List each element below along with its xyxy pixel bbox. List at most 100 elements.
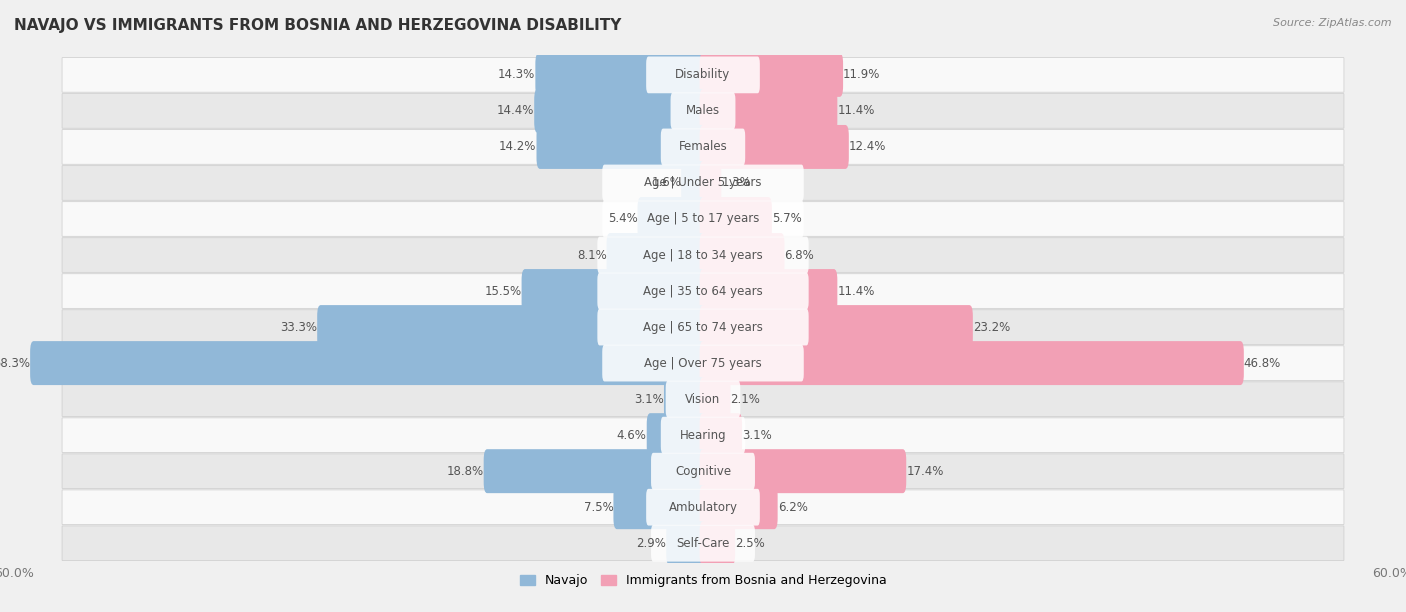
FancyBboxPatch shape (318, 305, 706, 349)
FancyBboxPatch shape (602, 345, 804, 381)
FancyBboxPatch shape (62, 94, 1344, 128)
Text: 33.3%: 33.3% (280, 321, 318, 334)
FancyBboxPatch shape (62, 274, 1344, 308)
FancyBboxPatch shape (700, 485, 778, 529)
FancyBboxPatch shape (700, 89, 838, 133)
FancyBboxPatch shape (666, 521, 706, 565)
Text: Hearing: Hearing (679, 428, 727, 442)
Text: 14.2%: 14.2% (499, 140, 537, 154)
FancyBboxPatch shape (534, 89, 706, 133)
FancyBboxPatch shape (602, 201, 804, 237)
FancyBboxPatch shape (681, 161, 706, 205)
Text: 4.6%: 4.6% (617, 428, 647, 442)
Text: 14.3%: 14.3% (498, 69, 536, 81)
Text: Age | Over 75 years: Age | Over 75 years (644, 357, 762, 370)
FancyBboxPatch shape (664, 377, 706, 421)
FancyBboxPatch shape (700, 233, 785, 277)
FancyBboxPatch shape (700, 161, 721, 205)
Text: 2.5%: 2.5% (735, 537, 765, 550)
FancyBboxPatch shape (700, 125, 849, 169)
FancyBboxPatch shape (537, 125, 706, 169)
FancyBboxPatch shape (700, 269, 838, 313)
Text: 7.5%: 7.5% (583, 501, 613, 513)
FancyBboxPatch shape (522, 269, 706, 313)
FancyBboxPatch shape (598, 237, 808, 274)
FancyBboxPatch shape (661, 417, 745, 453)
FancyBboxPatch shape (62, 490, 1344, 524)
FancyBboxPatch shape (700, 53, 844, 97)
Text: 2.9%: 2.9% (637, 537, 666, 550)
Text: Females: Females (679, 140, 727, 154)
FancyBboxPatch shape (62, 237, 1344, 272)
FancyBboxPatch shape (651, 453, 755, 490)
FancyBboxPatch shape (62, 130, 1344, 164)
Text: 17.4%: 17.4% (907, 465, 943, 478)
Text: 2.1%: 2.1% (731, 393, 761, 406)
FancyBboxPatch shape (62, 58, 1344, 92)
FancyBboxPatch shape (661, 129, 745, 165)
FancyBboxPatch shape (602, 165, 804, 201)
Text: 15.5%: 15.5% (485, 285, 522, 297)
Text: 6.8%: 6.8% (785, 248, 814, 261)
FancyBboxPatch shape (651, 525, 755, 562)
Text: 5.4%: 5.4% (607, 212, 637, 225)
Text: 5.7%: 5.7% (772, 212, 801, 225)
Text: 3.1%: 3.1% (634, 393, 664, 406)
Text: Disability: Disability (675, 69, 731, 81)
FancyBboxPatch shape (598, 308, 808, 345)
FancyBboxPatch shape (700, 305, 973, 349)
Text: 1.3%: 1.3% (721, 176, 751, 190)
FancyBboxPatch shape (700, 377, 731, 421)
FancyBboxPatch shape (62, 346, 1344, 381)
FancyBboxPatch shape (700, 449, 907, 493)
FancyBboxPatch shape (536, 53, 706, 97)
FancyBboxPatch shape (700, 521, 735, 565)
FancyBboxPatch shape (62, 382, 1344, 416)
Text: Ambulatory: Ambulatory (668, 501, 738, 513)
Text: 8.1%: 8.1% (576, 248, 606, 261)
Text: 46.8%: 46.8% (1244, 357, 1281, 370)
Text: Age | Under 5 years: Age | Under 5 years (644, 176, 762, 190)
Text: 3.1%: 3.1% (742, 428, 772, 442)
FancyBboxPatch shape (62, 310, 1344, 345)
FancyBboxPatch shape (665, 381, 741, 417)
FancyBboxPatch shape (62, 526, 1344, 561)
Text: 14.4%: 14.4% (496, 105, 534, 118)
FancyBboxPatch shape (62, 166, 1344, 200)
Text: Age | 5 to 17 years: Age | 5 to 17 years (647, 212, 759, 225)
FancyBboxPatch shape (62, 454, 1344, 488)
Text: Source: ZipAtlas.com: Source: ZipAtlas.com (1274, 18, 1392, 28)
FancyBboxPatch shape (647, 56, 759, 93)
Text: 58.3%: 58.3% (0, 357, 30, 370)
Text: 6.2%: 6.2% (778, 501, 807, 513)
FancyBboxPatch shape (637, 197, 706, 241)
Text: 12.4%: 12.4% (849, 140, 886, 154)
FancyBboxPatch shape (606, 233, 706, 277)
Text: 11.4%: 11.4% (838, 105, 875, 118)
Text: 11.4%: 11.4% (838, 285, 875, 297)
Text: Males: Males (686, 105, 720, 118)
FancyBboxPatch shape (700, 413, 742, 457)
Text: 1.6%: 1.6% (651, 176, 681, 190)
FancyBboxPatch shape (700, 341, 1244, 385)
Text: 23.2%: 23.2% (973, 321, 1010, 334)
Text: Vision: Vision (685, 393, 721, 406)
Text: Age | 65 to 74 years: Age | 65 to 74 years (643, 321, 763, 334)
FancyBboxPatch shape (484, 449, 706, 493)
Text: Age | 18 to 34 years: Age | 18 to 34 years (643, 248, 763, 261)
Legend: Navajo, Immigrants from Bosnia and Herzegovina: Navajo, Immigrants from Bosnia and Herze… (515, 569, 891, 592)
FancyBboxPatch shape (62, 418, 1344, 452)
FancyBboxPatch shape (647, 489, 759, 526)
Text: Cognitive: Cognitive (675, 465, 731, 478)
FancyBboxPatch shape (30, 341, 706, 385)
FancyBboxPatch shape (62, 202, 1344, 236)
Text: Self-Care: Self-Care (676, 537, 730, 550)
FancyBboxPatch shape (671, 92, 735, 129)
Text: NAVAJO VS IMMIGRANTS FROM BOSNIA AND HERZEGOVINA DISABILITY: NAVAJO VS IMMIGRANTS FROM BOSNIA AND HER… (14, 18, 621, 34)
Text: Age | 35 to 64 years: Age | 35 to 64 years (643, 285, 763, 297)
Text: 11.9%: 11.9% (844, 69, 880, 81)
FancyBboxPatch shape (598, 273, 808, 310)
FancyBboxPatch shape (647, 413, 706, 457)
FancyBboxPatch shape (700, 197, 772, 241)
FancyBboxPatch shape (613, 485, 706, 529)
